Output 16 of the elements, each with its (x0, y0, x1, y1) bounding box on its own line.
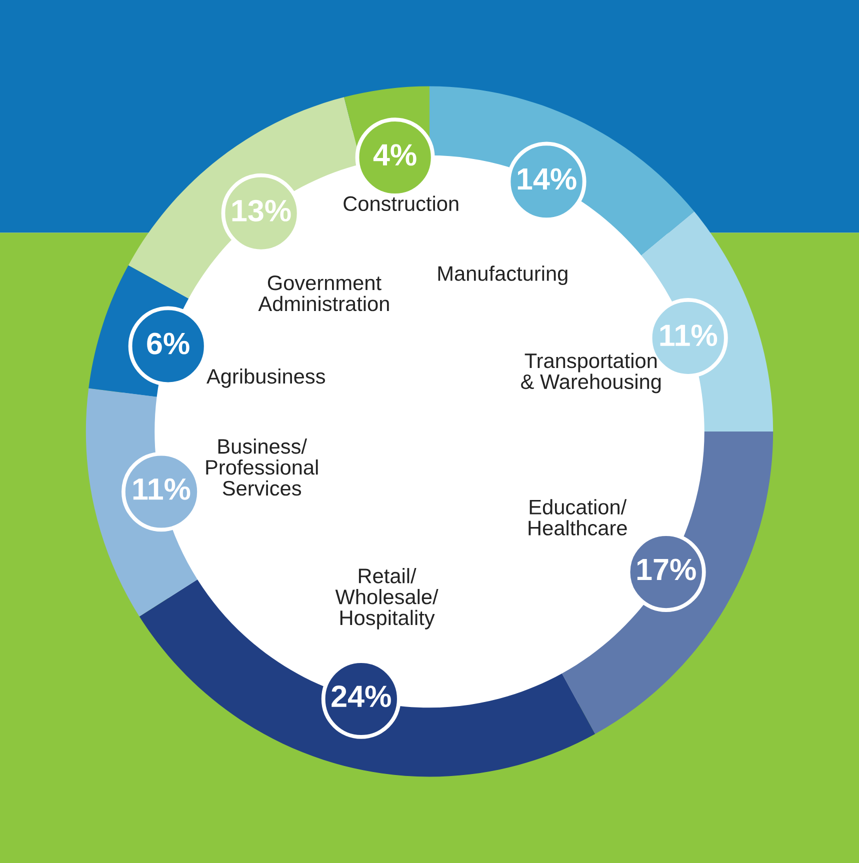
slice-label: Manufacturing (438, 266, 568, 286)
slice-label: Government Administration (258, 275, 389, 312)
slice-label: Transportation & Warehousing (521, 352, 661, 394)
slice-label: Agribusiness (206, 368, 325, 388)
data-label: 4% (373, 144, 416, 166)
data-label: 6% (147, 332, 190, 354)
data-label: 14% (518, 168, 576, 190)
slice-label: Education/ Healthcare (528, 499, 627, 536)
data-label: 13% (232, 200, 291, 222)
data-label: 11% (660, 324, 718, 346)
data-label: 17% (637, 558, 696, 580)
slice-label: Construction (344, 196, 458, 212)
data-label: 24% (332, 686, 391, 708)
slice-label: Business/ Professional Services (206, 438, 318, 496)
slice-label: Retail/ Wholesale/ Hospitality (335, 568, 438, 630)
data-label: 11% (133, 478, 190, 500)
